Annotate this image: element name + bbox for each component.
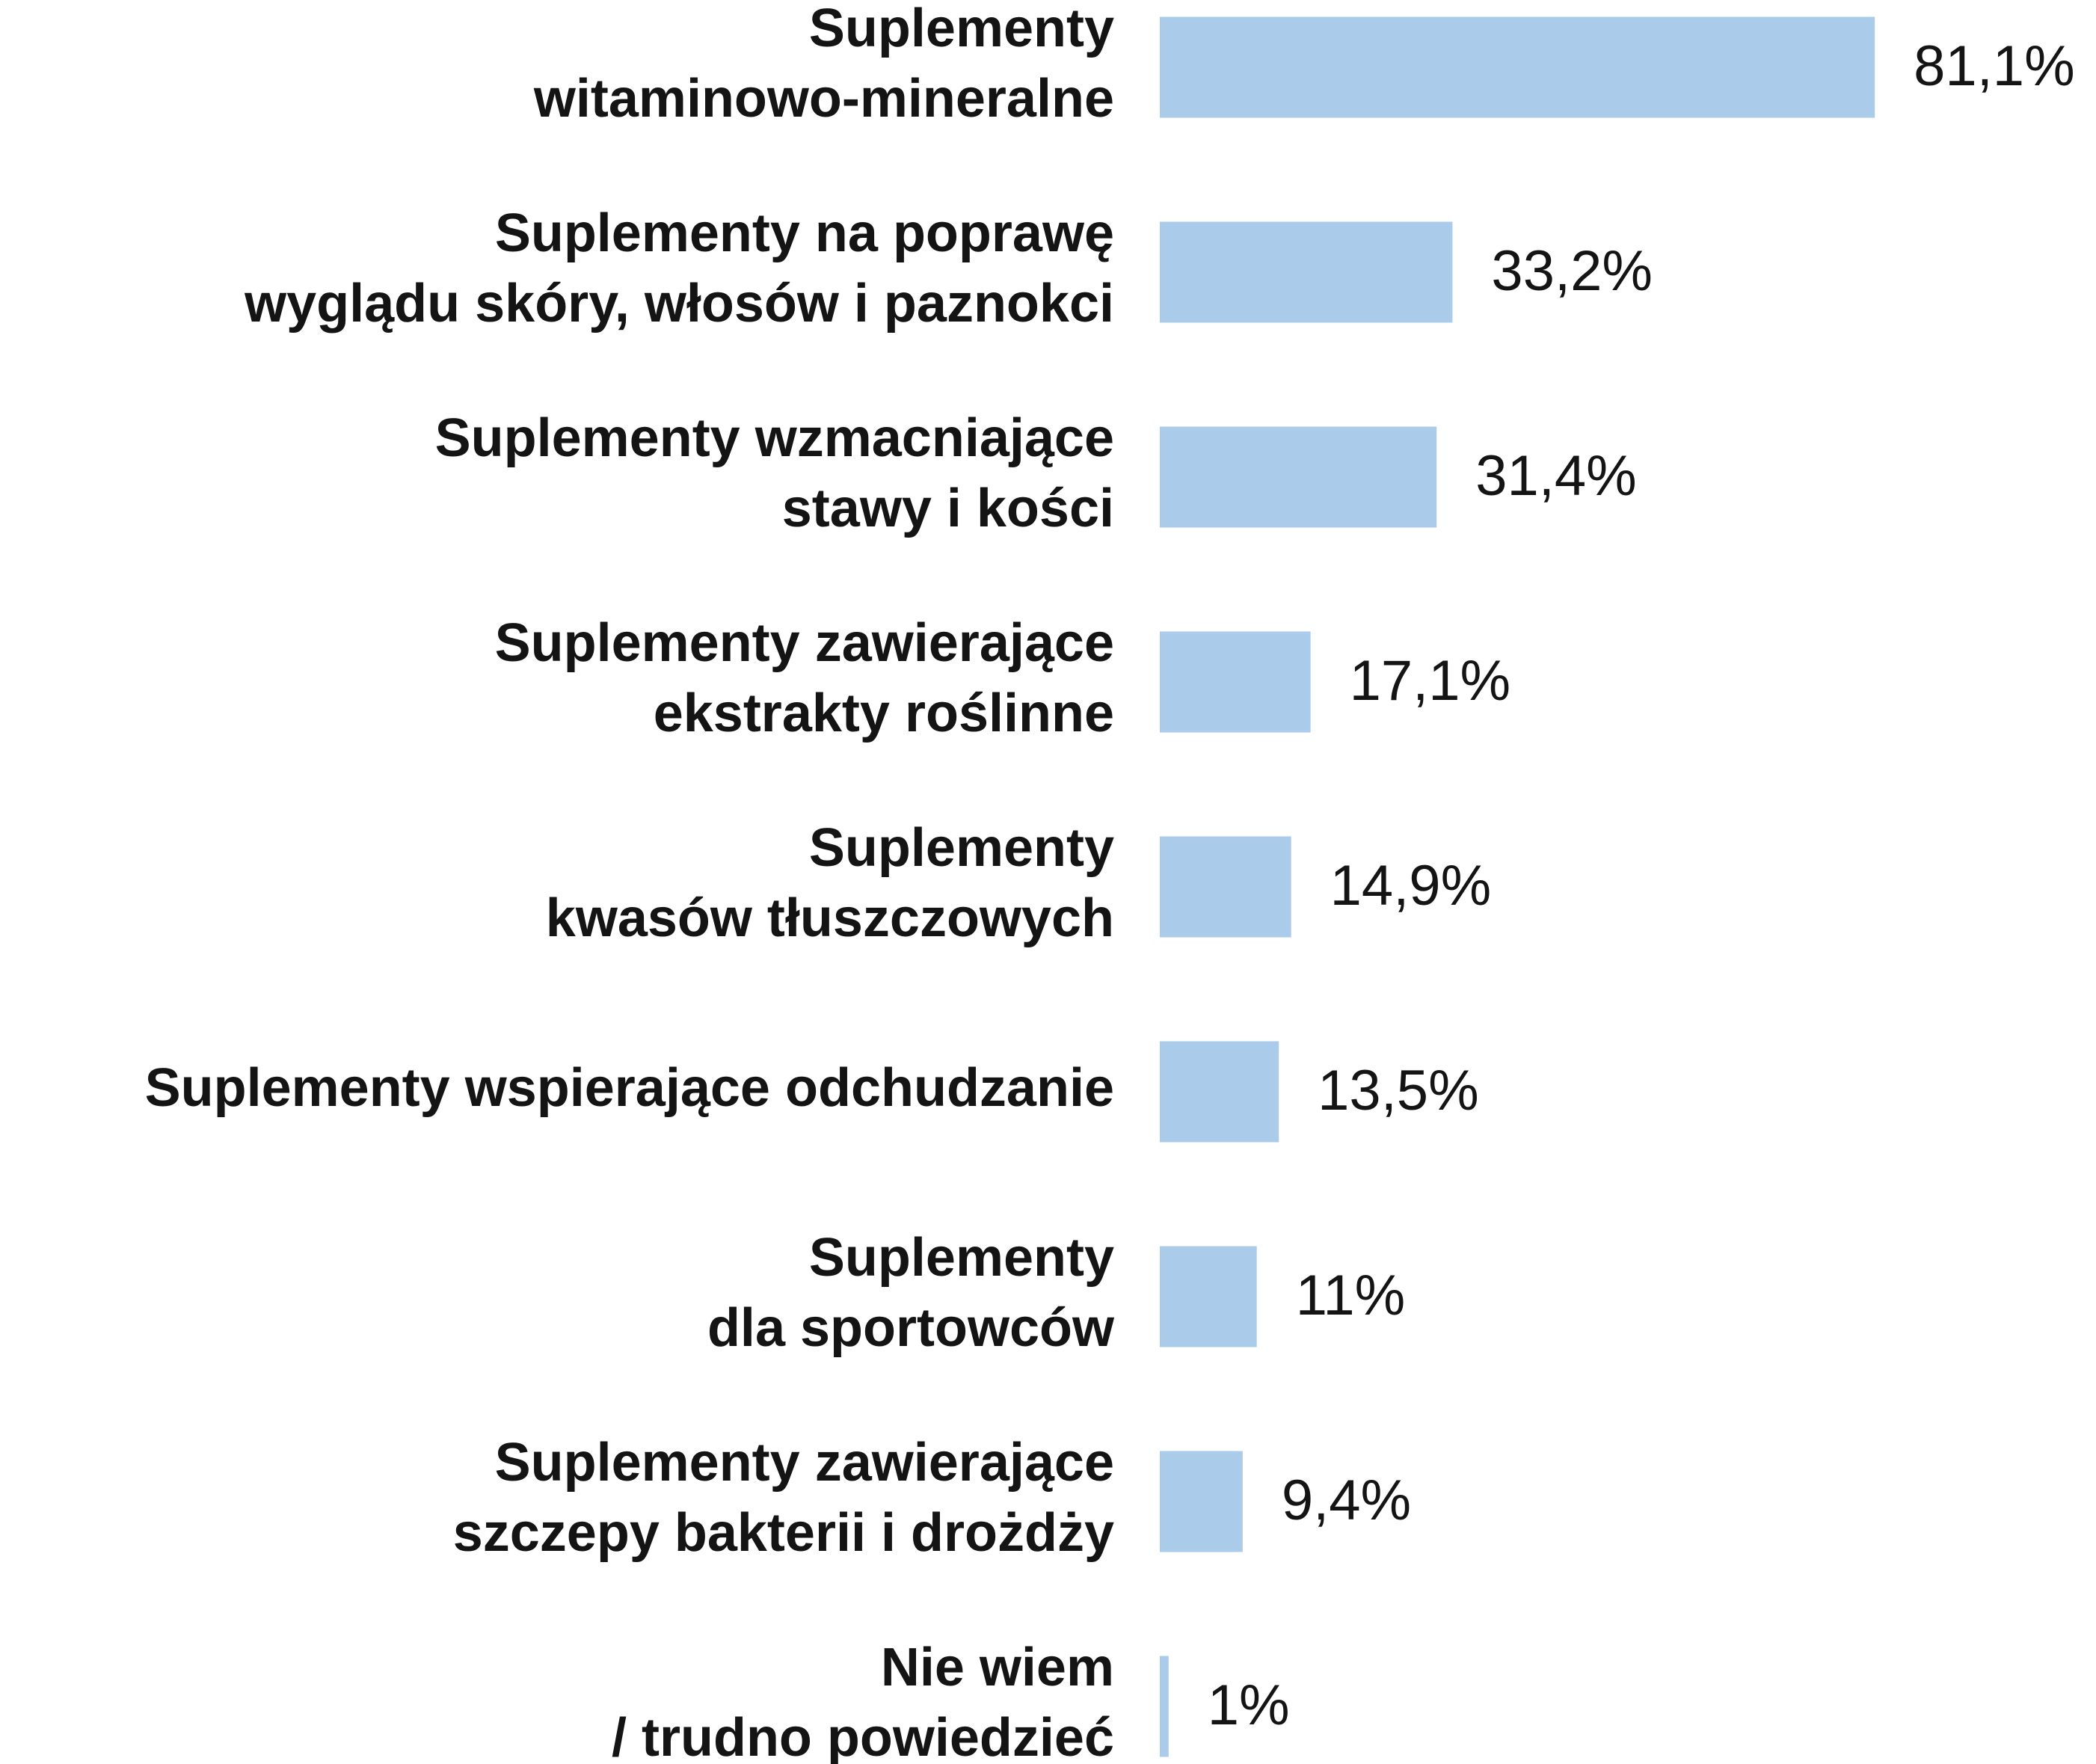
category-label: Suplementy zawierające: [495, 613, 1114, 673]
bar: [1160, 1656, 1169, 1757]
category-label: Nie wiem: [881, 1638, 1114, 1697]
category-label: witaminowo-mineralne: [533, 69, 1114, 129]
value-label: 33,2%: [1491, 239, 1653, 303]
value-label: 1%: [1208, 1674, 1290, 1737]
value-label: 81,1%: [1914, 34, 2075, 98]
bar: [1160, 1041, 1279, 1143]
category-label: Suplementy: [809, 1228, 1114, 1288]
bar: [1160, 836, 1291, 938]
category-label: Suplementy na poprawę: [495, 203, 1114, 263]
category-label: szczepy bakterii i drożdży: [453, 1503, 1114, 1563]
value-label: 14,9%: [1330, 854, 1492, 918]
category-label: wyglądu skóry, włosów i paznokci: [244, 274, 1114, 334]
value-label: 31,4%: [1475, 444, 1637, 508]
bar: [1160, 221, 1453, 323]
value-label: 17,1%: [1350, 649, 1511, 713]
value-label: 9,4%: [1282, 1469, 1411, 1532]
category-label: ekstrakty roślinne: [654, 683, 1114, 743]
bar: [1160, 1451, 1243, 1552]
bar: [1160, 1246, 1257, 1347]
category-label: Suplementy: [809, 0, 1114, 58]
category-label: dla sportowców: [707, 1298, 1115, 1358]
category-label: / trudno powiedzieć: [612, 1708, 1114, 1764]
bar: [1160, 16, 1875, 118]
category-label: Suplementy: [809, 818, 1114, 878]
category-label: Suplementy wzmacniające: [435, 408, 1114, 468]
value-label: 11%: [1296, 1264, 1405, 1327]
category-label: kwasów tłuszczowych: [546, 888, 1114, 948]
bar: [1160, 631, 1311, 733]
bar: [1160, 426, 1437, 528]
category-label: Suplementy wspierające odchudzanie: [145, 1058, 1114, 1118]
category-label: Suplementy zawierające: [495, 1433, 1114, 1493]
value-label: 13,5%: [1318, 1059, 1479, 1122]
category-label: stawy i kości: [782, 479, 1114, 538]
